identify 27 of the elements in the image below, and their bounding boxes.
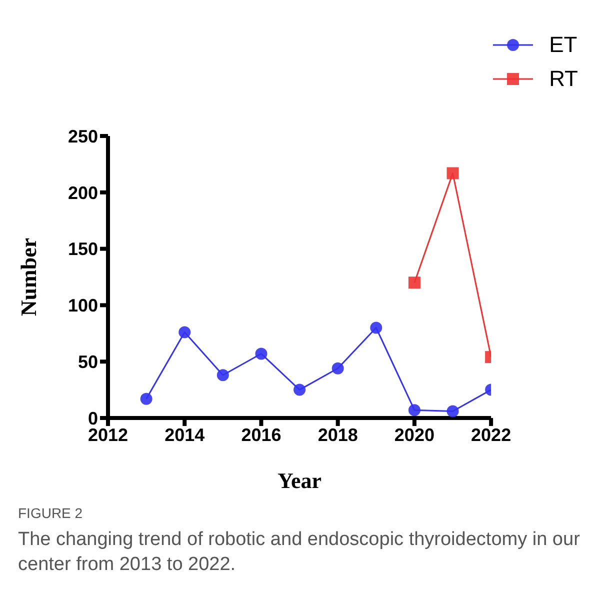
y-tick-label: 100 <box>68 296 98 316</box>
legend-label: RT <box>549 66 578 92</box>
point <box>408 276 420 289</box>
text: The changing trend of robotic and endoscopic thyroidectomy in our center from 2013 to 2022. <box>18 528 581 577</box>
y-tick-label: 150 <box>68 239 98 260</box>
point <box>446 405 459 418</box>
x-tick-label: 2014 <box>164 424 205 445</box>
x-tick-label: 2016 <box>241 424 282 445</box>
legend-label: ET <box>549 32 578 58</box>
point <box>178 326 191 338</box>
x-axis-title: Year <box>278 468 322 493</box>
y-tick-label: 50 <box>78 352 98 372</box>
caption: FIGURE 2 <box>18 504 84 522</box>
point <box>140 392 152 405</box>
x-tick-label: 2020 <box>394 424 434 445</box>
point <box>370 322 382 334</box>
y-tick-label: 200 <box>68 182 98 203</box>
point <box>255 348 268 360</box>
x-tick-label: 2018 <box>318 424 358 445</box>
x-tick-label: 2022 <box>471 424 512 445</box>
point <box>332 362 344 374</box>
y-tick-label: 250 <box>68 126 98 146</box>
point <box>408 404 420 416</box>
y-axis-title: Number <box>16 238 41 316</box>
point <box>216 369 229 382</box>
point <box>446 167 459 180</box>
point <box>294 384 306 396</box>
